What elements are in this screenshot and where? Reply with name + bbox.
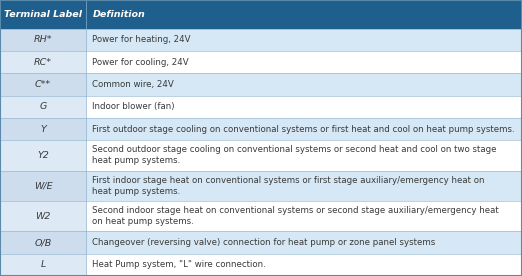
Bar <box>0 95 86 118</box>
Text: RC*: RC* <box>34 57 52 67</box>
Bar <box>0 231 86 254</box>
Text: W/E: W/E <box>34 181 52 190</box>
Text: W2: W2 <box>35 212 51 221</box>
Bar <box>0 0 522 28</box>
Text: Changeover (reversing valve) connection for heat pump or zone panel systems: Changeover (reversing valve) connection … <box>92 238 436 247</box>
Text: Power for heating, 24V: Power for heating, 24V <box>92 35 191 44</box>
Bar <box>0 254 86 276</box>
Bar <box>0 171 86 201</box>
Bar <box>0 201 86 231</box>
Bar <box>86 95 522 118</box>
Bar <box>86 231 522 254</box>
Text: Power for cooling, 24V: Power for cooling, 24V <box>92 57 189 67</box>
Bar <box>86 171 522 201</box>
Text: Second indoor stage heat on conventional systems or second stage auxiliary/emerg: Second indoor stage heat on conventional… <box>92 206 499 226</box>
Bar <box>0 140 86 171</box>
Bar <box>86 73 522 95</box>
Text: G: G <box>39 102 47 111</box>
Text: First indoor stage heat on conventional systems or first stage auxiliary/emergen: First indoor stage heat on conventional … <box>92 176 485 196</box>
Bar <box>86 28 522 51</box>
Bar <box>0 118 86 140</box>
Bar <box>0 28 86 51</box>
Bar <box>86 140 522 171</box>
Bar <box>0 73 86 95</box>
Text: Heat Pump system, "L" wire connection.: Heat Pump system, "L" wire connection. <box>92 260 266 269</box>
Text: Y2: Y2 <box>37 151 49 160</box>
Text: First outdoor stage cooling on conventional systems or first heat and cool on he: First outdoor stage cooling on conventio… <box>92 124 515 134</box>
Text: RH*: RH* <box>34 35 52 44</box>
Text: Y: Y <box>40 124 46 134</box>
Text: L: L <box>40 260 46 269</box>
Text: O/B: O/B <box>34 238 52 247</box>
Text: C**: C** <box>35 80 51 89</box>
Bar <box>86 51 522 73</box>
Text: Second outdoor stage cooling on conventional systems or second heat and cool on : Second outdoor stage cooling on conventi… <box>92 145 497 165</box>
Bar <box>86 254 522 276</box>
Text: Indoor blower (fan): Indoor blower (fan) <box>92 102 175 111</box>
Bar <box>86 118 522 140</box>
Text: Common wire, 24V: Common wire, 24V <box>92 80 174 89</box>
Bar <box>0 51 86 73</box>
Bar <box>86 201 522 231</box>
Text: Terminal Label: Terminal Label <box>4 10 82 19</box>
Text: Definition: Definition <box>92 10 145 19</box>
